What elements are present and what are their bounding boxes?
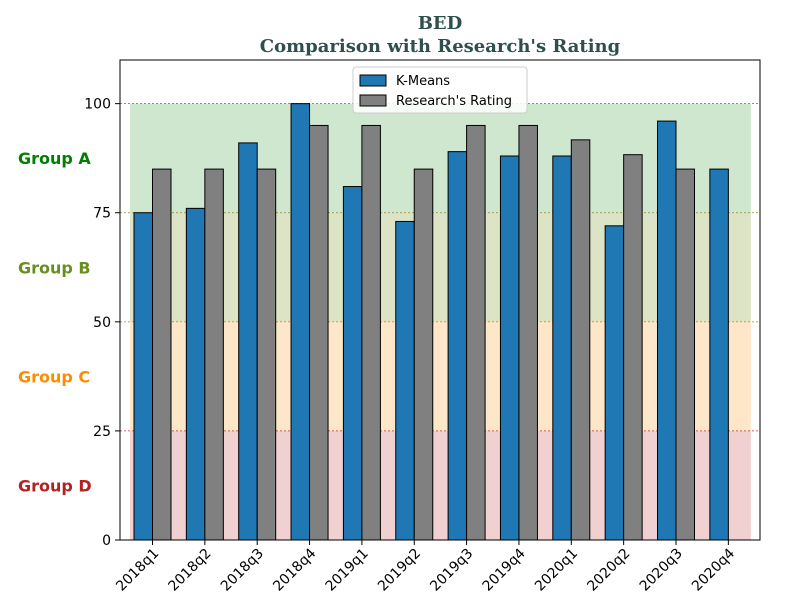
- xtick-label-4: 2019q1: [323, 546, 372, 595]
- plot-frame: [119, 59, 761, 541]
- bar-s0-8: [552, 155, 572, 541]
- bar-s1-6: [466, 124, 486, 541]
- bar-s0-7: [499, 155, 520, 541]
- xtick-label-8: 2020q1: [532, 546, 581, 595]
- bar-s0-1: [185, 207, 206, 541]
- bar-s0-0: [133, 212, 153, 541]
- bar-s1-8: [570, 139, 591, 541]
- xtick-label-5: 2019q2: [375, 546, 424, 595]
- bar-s0-2: [238, 142, 258, 541]
- x-axis: 2018q1 2018q2 2018q3 2018q4 2019q1 2019q2 2019…: [113, 540, 738, 595]
- group-label-0: Group A: [18, 149, 91, 168]
- xtick-label-10: 2020q3: [637, 546, 686, 595]
- bar-s1-7: [518, 124, 538, 541]
- bar-s1-5: [413, 168, 434, 541]
- y-axis: 0 25 50 75 100: [84, 97, 120, 549]
- bar-s1-3: [309, 124, 329, 541]
- bar-s0-10: [657, 120, 677, 541]
- chart-subtitle: Comparison with Research's Rating: [260, 36, 621, 57]
- bar-s0-4: [342, 186, 363, 541]
- bar-s0-11: [709, 168, 729, 541]
- legend-swatch-0: [359, 74, 387, 87]
- bar-s0-6: [447, 151, 468, 541]
- legend-label-1: Research's Rating: [396, 94, 512, 109]
- ytick-label-2: 50: [93, 315, 111, 331]
- xtick-label-7: 2019q4: [480, 545, 529, 594]
- xtick-label-0: 2018q1: [113, 546, 162, 595]
- group-label-2: Group C: [18, 367, 90, 386]
- band-0: [130, 103, 751, 213]
- group-bands: [120, 103, 760, 540]
- bars: [133, 103, 729, 541]
- ytick-label-4: 100: [84, 97, 111, 113]
- group-label-3: Group D: [18, 476, 92, 495]
- legend: K-Means Research's Rating: [352, 66, 528, 114]
- bar-s1-2: [256, 168, 277, 541]
- legend-box: [352, 66, 528, 114]
- group-label-1: Group B: [18, 258, 91, 277]
- xtick-label-1: 2018q2: [166, 546, 215, 595]
- legend-label-0: K-Means: [396, 74, 450, 89]
- band-2: [130, 321, 751, 431]
- chart-title: BED: [418, 13, 463, 34]
- group-labels: Group A Group B Group C Group D: [18, 149, 92, 495]
- band-1: [130, 212, 751, 322]
- xtick-label-9: 2020q2: [584, 546, 633, 595]
- xtick-label-2: 2018q3: [218, 546, 267, 595]
- ytick-label-1: 25: [93, 424, 111, 440]
- band-3: [130, 430, 751, 540]
- bar-s0-9: [604, 225, 625, 541]
- xtick-label-11: 2020q4: [689, 545, 738, 594]
- bar-s0-5: [395, 220, 415, 541]
- bar-s1-0: [152, 168, 172, 541]
- ytick-label-0: 0: [102, 533, 111, 549]
- bar-s1-10: [675, 168, 695, 541]
- xtick-label-3: 2018q4: [270, 545, 319, 594]
- bar-s1-9: [623, 154, 643, 541]
- legend-swatch-1: [359, 94, 387, 107]
- bar-s1-1: [204, 168, 224, 541]
- bar-s1-4: [361, 124, 381, 541]
- xtick-label-6: 2019q3: [427, 546, 476, 595]
- bar-s0-3: [290, 103, 311, 541]
- ytick-label-3: 75: [93, 206, 111, 222]
